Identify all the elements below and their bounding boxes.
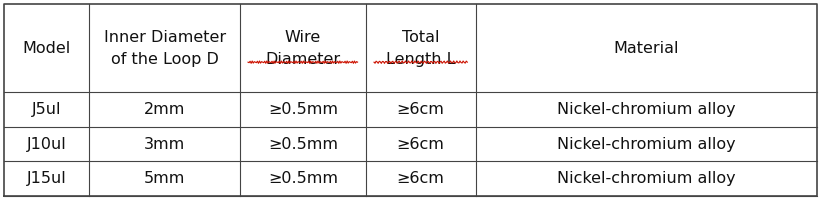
- Text: ≥0.5mm: ≥0.5mm: [268, 171, 337, 186]
- Text: J10ul: J10ul: [27, 137, 67, 152]
- Text: ≥6cm: ≥6cm: [397, 137, 445, 152]
- Text: ≥0.5mm: ≥0.5mm: [268, 102, 337, 117]
- Text: ≥0.5mm: ≥0.5mm: [268, 137, 337, 152]
- Text: Inner Diameter
of the Loop D: Inner Diameter of the Loop D: [103, 30, 226, 67]
- Text: Model: Model: [23, 41, 71, 56]
- Text: Nickel-chromium alloy: Nickel-chromium alloy: [557, 171, 736, 186]
- Text: Nickel-chromium alloy: Nickel-chromium alloy: [557, 137, 736, 152]
- Text: Total
Length L: Total Length L: [386, 30, 456, 67]
- Text: J5ul: J5ul: [32, 102, 62, 117]
- Text: 3mm: 3mm: [144, 137, 186, 152]
- Text: ≥6cm: ≥6cm: [397, 171, 445, 186]
- Text: Material: Material: [613, 41, 679, 56]
- Text: 5mm: 5mm: [144, 171, 186, 186]
- Text: Nickel-chromium alloy: Nickel-chromium alloy: [557, 102, 736, 117]
- Text: J15ul: J15ul: [27, 171, 67, 186]
- Text: Wire
Diameter: Wire Diameter: [265, 30, 341, 67]
- Text: 2mm: 2mm: [144, 102, 186, 117]
- Text: ≥6cm: ≥6cm: [397, 102, 445, 117]
